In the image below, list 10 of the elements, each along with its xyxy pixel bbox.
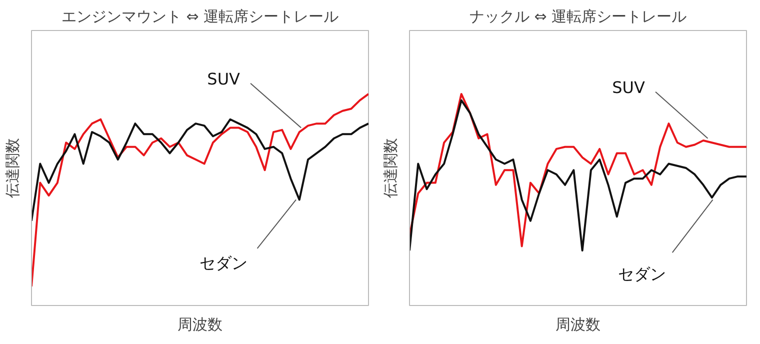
- text: セダン: [200, 254, 248, 273]
- text: SUV: [207, 70, 240, 89]
- chart-title: エンジンマウント ⇔ 運転席シートレール: [61, 8, 339, 26]
- chart-title: ナックル ⇔ 運転席シートレール: [469, 8, 687, 26]
- x-axis-title: 周波数: [556, 316, 600, 334]
- text: セダン: [618, 264, 666, 284]
- x-axis-title: 周波数: [178, 316, 222, 334]
- y-axis-title: 伝達関数: [382, 138, 400, 198]
- text: SUV: [612, 78, 646, 98]
- y-axis-title: 伝達関数: [4, 138, 22, 198]
